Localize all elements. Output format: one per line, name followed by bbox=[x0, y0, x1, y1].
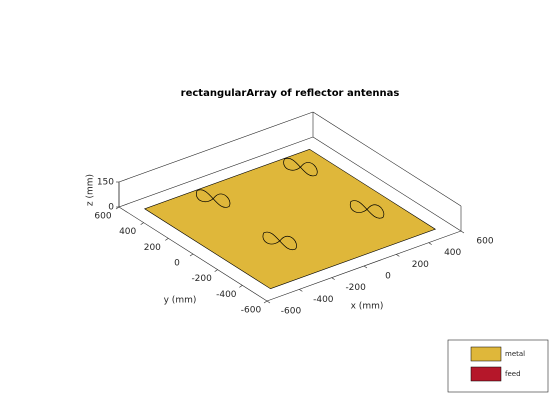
antenna-element bbox=[196, 189, 231, 208]
y-tick bbox=[189, 253, 194, 257]
y-tick bbox=[115, 206, 120, 210]
axis-box bbox=[118, 136, 314, 208]
axis-box bbox=[312, 136, 462, 232]
x-tick bbox=[460, 230, 465, 234]
x-tick bbox=[396, 254, 400, 257]
antenna-element bbox=[283, 157, 318, 177]
y-tick-label: 200 bbox=[144, 243, 161, 253]
x-tick-label: -200 bbox=[345, 283, 366, 293]
y-tick bbox=[140, 222, 144, 225]
chart-title: rectangularArray of reflector antennas bbox=[181, 88, 400, 99]
x-tick bbox=[363, 265, 368, 269]
y-tick-label: -200 bbox=[191, 274, 212, 284]
y-tick bbox=[165, 238, 169, 241]
x-axis-label: x (mm) bbox=[351, 302, 384, 312]
x-tick-label: 600 bbox=[476, 237, 493, 247]
y-axis-label: y (mm) bbox=[164, 296, 197, 306]
legend-label: feed bbox=[505, 370, 521, 378]
legend: metal feed bbox=[447, 339, 549, 393]
ground-plane bbox=[143, 148, 437, 290]
legend-swatch bbox=[470, 346, 502, 362]
antenna-element bbox=[349, 200, 385, 219]
y-tick-label: 600 bbox=[94, 212, 111, 222]
legend-label: metal bbox=[505, 350, 525, 358]
axis-box bbox=[118, 111, 314, 183]
x-tick-label: 200 bbox=[412, 260, 429, 270]
y-tick bbox=[263, 300, 268, 304]
x-tick-label: -400 bbox=[313, 295, 334, 305]
x-tick bbox=[428, 242, 432, 245]
x-tick bbox=[266, 300, 271, 304]
antenna-element bbox=[262, 231, 297, 251]
y-tick-label: -400 bbox=[216, 290, 237, 300]
x-tick bbox=[299, 289, 303, 292]
y-tick-label: -600 bbox=[241, 306, 262, 316]
x-tick-label: 0 bbox=[385, 272, 391, 282]
y-tick-label: 400 bbox=[119, 227, 136, 237]
y-tick bbox=[239, 285, 243, 288]
x-tick-label: -600 bbox=[281, 307, 302, 317]
x-tick-label: 400 bbox=[444, 248, 461, 258]
z-tick-label: 150 bbox=[97, 178, 114, 188]
y-tick bbox=[214, 269, 218, 272]
z-axis-label: z (mm) bbox=[86, 174, 96, 206]
x-tick bbox=[331, 277, 335, 280]
y-tick-label: 0 bbox=[174, 259, 180, 269]
legend-swatch bbox=[470, 366, 502, 382]
axis-box bbox=[312, 111, 462, 207]
z-tick-label: 0 bbox=[108, 203, 114, 213]
